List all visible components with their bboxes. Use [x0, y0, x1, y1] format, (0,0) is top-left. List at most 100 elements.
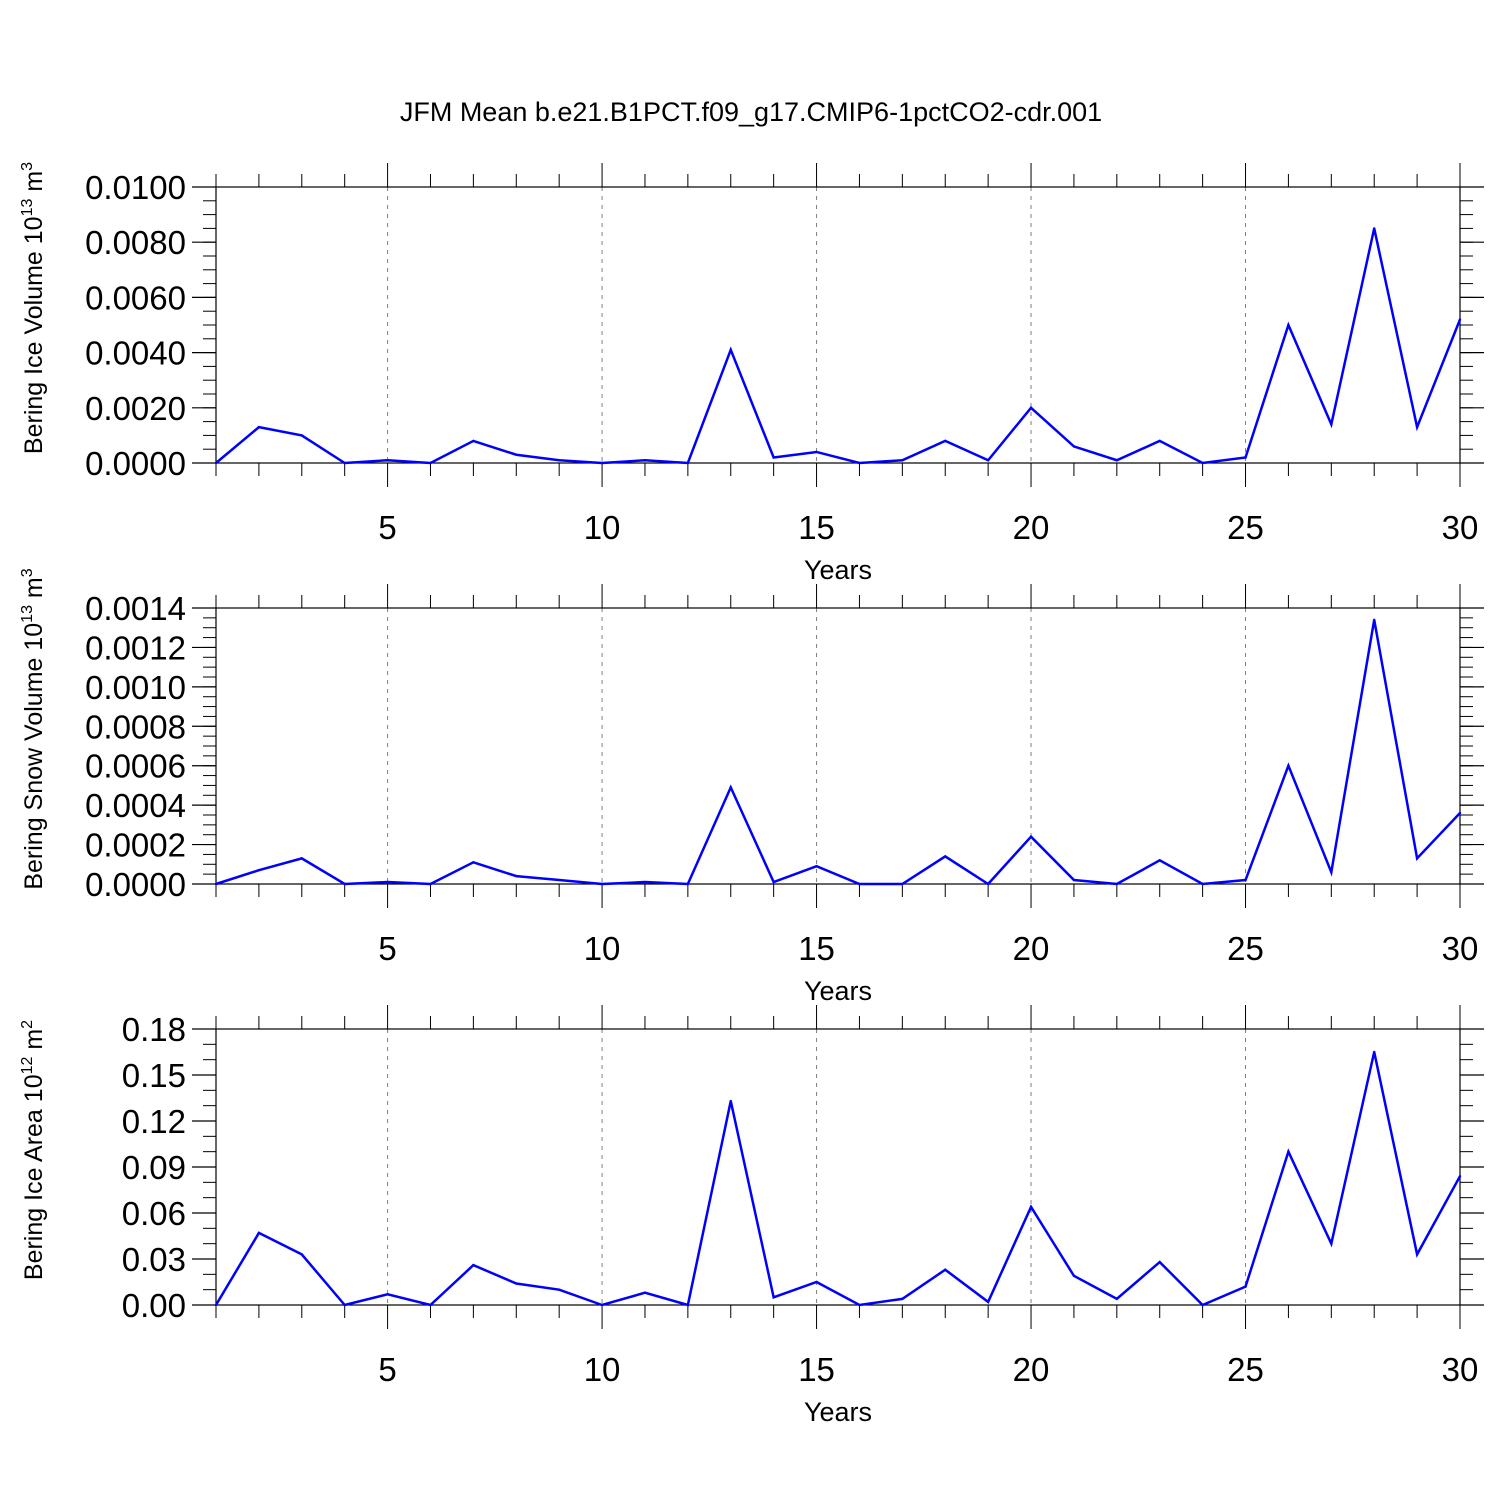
x-tick-label: 15 — [798, 1351, 835, 1388]
data-point — [472, 1263, 475, 1267]
x-tick-label: 10 — [584, 1351, 621, 1388]
y-tick-label: 0.0000 — [85, 866, 186, 903]
figure-title: JFM Mean b.e21.B1PCT.f09_g17.CMIP6-1pctC… — [400, 97, 1102, 127]
data-point — [300, 434, 303, 437]
x-tick-label: 10 — [584, 509, 621, 546]
data-point — [557, 1288, 561, 1291]
data-point — [1330, 423, 1333, 426]
data-point — [901, 1297, 904, 1301]
data-point — [686, 461, 690, 465]
data-point — [772, 456, 775, 459]
data-point — [1072, 878, 1076, 882]
y-tick-label: 0.0004 — [85, 787, 186, 824]
data-point — [1244, 878, 1247, 882]
series-line-1 — [215, 619, 1461, 886]
data-point — [557, 878, 561, 882]
panel-1: 0.0000 0.0020 0.0040 0.0060 0.0080 0.0100 5 10 1… — [19, 162, 1484, 585]
data-point — [1373, 227, 1376, 230]
x-tick-label: 30 — [1442, 930, 1479, 967]
data-point — [1029, 835, 1033, 838]
y-tick-label: 0.15 — [122, 1057, 186, 1094]
y-tick-label: 0.03 — [122, 1241, 186, 1278]
x-tick-label: 25 — [1227, 930, 1264, 967]
y-axis-label: Bering Ice Area 1012 m2 — [19, 1020, 48, 1280]
y-tick-label: 0.12 — [122, 1103, 186, 1140]
data-point — [686, 882, 690, 886]
x-tick-label: 25 — [1227, 509, 1264, 546]
x-tick-label: 15 — [798, 930, 835, 967]
data-point — [815, 1280, 818, 1284]
data-point — [1201, 1303, 1204, 1307]
data-point — [515, 453, 518, 456]
y-tick-label: 0.0000 — [85, 445, 186, 482]
y-tick-label: 0.0100 — [85, 169, 186, 206]
y-tick-label: 0.06 — [122, 1195, 186, 1232]
data-point — [858, 461, 861, 465]
data-point — [901, 882, 904, 886]
y-tick-label: 0.0012 — [85, 629, 186, 666]
data-point — [986, 1300, 990, 1304]
data-point — [1158, 859, 1161, 862]
data-point — [1458, 1175, 1462, 1178]
x-tick-label: 5 — [378, 930, 396, 967]
data-point — [1029, 406, 1033, 409]
data-point — [772, 880, 775, 884]
data-point — [901, 459, 904, 462]
data-point — [472, 439, 475, 443]
data-point — [429, 882, 432, 886]
panel-3: 0.00 0.03 0.06 0.09 0.12 0.15 0.18 5 10 15 20 25 30 Y… — [19, 1005, 1484, 1427]
data-point — [1244, 456, 1247, 459]
data-point — [386, 459, 389, 462]
y-tick-label: 0.09 — [122, 1149, 186, 1186]
y-tick-label: 0.0040 — [85, 335, 186, 372]
data-point — [600, 1303, 604, 1307]
data-point — [1458, 318, 1462, 321]
data-point — [1415, 425, 1419, 429]
y-tick-label: 0.0020 — [85, 390, 186, 427]
series-line-1 — [214, 1051, 1462, 1307]
data-point — [257, 425, 261, 429]
y-tick-label: 0.00 — [122, 1287, 186, 1324]
y-tick-label: 0.0008 — [85, 708, 186, 745]
data-point — [1158, 1260, 1161, 1264]
data-point — [214, 882, 218, 886]
data-point — [429, 461, 432, 465]
data-point — [1330, 1242, 1333, 1245]
data-point — [944, 439, 947, 443]
y-tick-label: 0.0006 — [85, 748, 186, 785]
data-point — [1373, 618, 1376, 622]
data-point — [300, 857, 303, 860]
data-point — [257, 869, 261, 872]
data-point — [343, 461, 346, 465]
data-point — [858, 1303, 861, 1307]
data-point — [386, 880, 389, 884]
x-axis-label: Years — [804, 1397, 872, 1427]
data-point — [643, 1291, 647, 1294]
data-point — [944, 1268, 947, 1271]
data-point — [729, 786, 732, 789]
data-point — [858, 882, 861, 886]
panel-2: 0.00000.00020.00040.00060.00080.00100.00… — [19, 568, 1484, 1006]
x-tick-label: 30 — [1442, 1351, 1479, 1388]
x-tick-label: 20 — [1013, 930, 1050, 967]
data-point — [300, 1253, 303, 1256]
data-point — [386, 1293, 389, 1296]
y-tick-label: 0.18 — [122, 1011, 186, 1048]
data-point — [729, 348, 732, 352]
data-point — [772, 1296, 775, 1299]
data-point — [1115, 1297, 1119, 1301]
data-point — [1158, 439, 1161, 443]
data-point — [1201, 882, 1204, 886]
data-point — [600, 461, 604, 465]
x-tick-label: 10 — [584, 930, 621, 967]
x-tick-label: 5 — [378, 1351, 396, 1388]
x-tick-label: 15 — [798, 509, 835, 546]
x-tick-label: 25 — [1227, 1351, 1264, 1388]
y-axis-label: Bering Ice Volume 1013 m3 — [19, 162, 48, 454]
data-point — [1287, 323, 1290, 327]
y-tick-label: 0.0010 — [85, 669, 186, 706]
data-point — [429, 1303, 432, 1307]
